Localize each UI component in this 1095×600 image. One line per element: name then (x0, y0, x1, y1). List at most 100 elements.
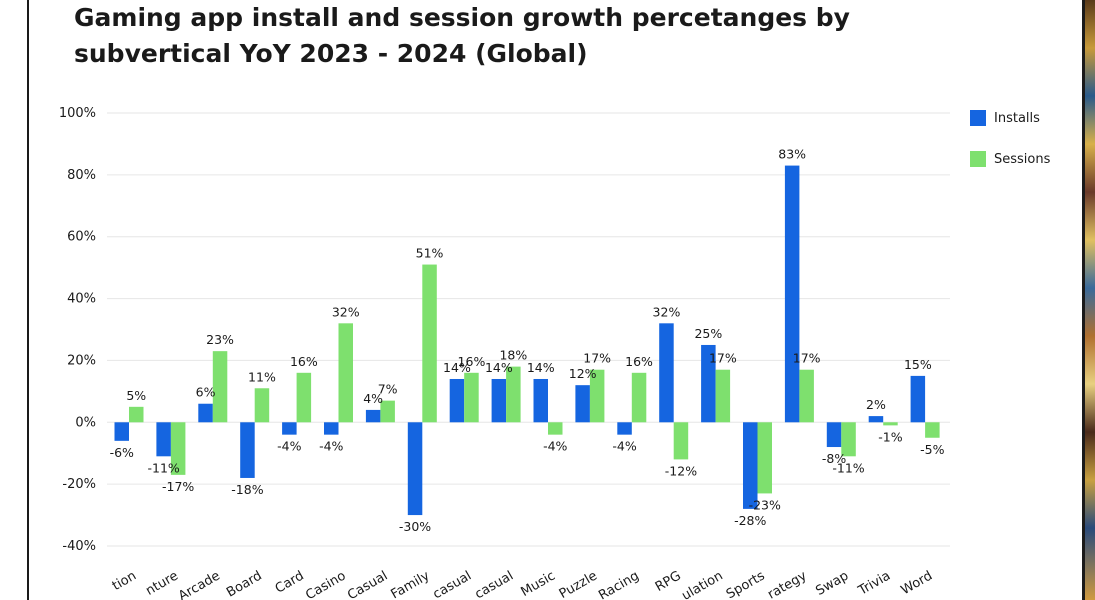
legend-item-installs[interactable]: Installs (970, 108, 1050, 128)
bar-installs-word (910, 375, 926, 423)
bar-installs-trivia (868, 416, 884, 423)
legend-swatch-installs (970, 110, 986, 126)
x-tick-label-racing: Racing (596, 568, 642, 600)
data-label-installs-hypercasual: 14% (485, 360, 513, 375)
bar-sessions-hybridcasual (464, 372, 479, 423)
data-label-installs-board: -18% (231, 482, 263, 497)
bar-installs-casual (365, 409, 381, 423)
data-label-sessions-rpg: -12% (665, 463, 697, 478)
x-tick-label-hybridcasual: casual (431, 568, 475, 600)
data-label-installs-casual: 4% (363, 391, 383, 406)
x-tick-label-family: Family (389, 568, 433, 600)
bar-sessions-hypercasual (506, 366, 521, 423)
y-tick-label: 60% (67, 230, 96, 245)
data-label-installs-casino: -4% (319, 439, 343, 454)
data-label-installs-strategy: 83% (778, 147, 806, 162)
data-label-sessions-hybridcasual: 16% (458, 354, 486, 369)
bar-sessions-adventure (170, 422, 186, 475)
data-label-installs-swap: -8% (822, 451, 846, 466)
data-label-installs-card: -4% (277, 439, 301, 454)
x-tick-label-card: Card (273, 568, 307, 596)
data-label-sessions-casual: 7% (378, 382, 398, 397)
bar-sessions-music (548, 422, 563, 435)
bar-sessions-board (254, 388, 270, 423)
x-tick-label-word: Word (899, 568, 935, 598)
bar-sessions-swap (841, 422, 856, 457)
data-label-installs-simulation: 25% (694, 326, 722, 341)
y-tick-label: 100% (59, 106, 96, 121)
y-tick-label: 20% (67, 353, 96, 368)
bar-installs-swap (826, 422, 842, 448)
legend-label-sessions: Sessions (994, 151, 1051, 167)
data-label-sessions-word: -5% (920, 442, 944, 457)
data-label-installs-action: -6% (110, 445, 134, 460)
data-label-installs-trivia: 2% (866, 397, 886, 412)
bar-sessions-puzzle (589, 369, 605, 423)
x-tick-label-swap: Swap (813, 568, 851, 599)
y-tick-label: 80% (67, 168, 96, 183)
x-tick-label-casino: Casino (303, 568, 348, 600)
data-labels: -6% 5% -11% -17% 6% 23% -18% 11% -4% 16% -4% 32% 4%7… (110, 147, 945, 534)
legend: Installs Sessions (970, 108, 1050, 190)
bar-installs-hypercasual (491, 378, 507, 423)
bar-sessions-action (129, 406, 144, 423)
data-label-sessions-sports: -23% (749, 497, 781, 512)
x-tick-label-strategy: rategy (765, 568, 809, 600)
data-label-installs-hybridcasual: 14% (443, 360, 471, 375)
bar-installs-puzzle (575, 385, 590, 423)
bar-sessions-casual (380, 400, 395, 423)
x-tick-label-music: Music (518, 568, 558, 599)
bar-installs-strategy (784, 165, 800, 423)
x-tick-label-simulation: ulation (679, 568, 725, 600)
bar-sessions-family (422, 264, 437, 423)
data-label-sessions-casino: 32% (332, 304, 360, 319)
bar-installs-casino (324, 422, 339, 435)
legend-item-sessions[interactable]: Sessions (970, 149, 1050, 169)
data-label-sessions-racing: 16% (625, 354, 653, 369)
x-tick-label-adventure: nture (143, 568, 180, 598)
x-tick-label-hypercasual: casual (472, 568, 516, 600)
gridlines (107, 112, 950, 547)
data-label-installs-rpg: 32% (653, 304, 681, 319)
x-tick-label-puzzle: Puzzle (557, 568, 600, 600)
x-tick-label-arcade: Arcade (176, 568, 223, 600)
data-label-installs-racing: -4% (612, 439, 636, 454)
y-tick-label: 0% (75, 415, 96, 430)
y-tick-label: -40% (62, 539, 96, 554)
legend-swatch-sessions (970, 151, 986, 167)
chart-title: Gaming app install and session growth pe… (74, 0, 974, 72)
bar-sessions-arcade (212, 351, 228, 423)
data-label-sessions-arcade: 23% (206, 332, 234, 347)
bar-sessions-rpg (673, 422, 689, 460)
data-label-sessions-action: 5% (126, 388, 146, 403)
data-label-sessions-puzzle: 17% (583, 351, 611, 366)
data-label-sessions-swap: -11% (832, 460, 864, 475)
background-image-strip (1085, 0, 1095, 600)
bar-sessions-strategy (799, 369, 814, 423)
right-border (1082, 0, 1085, 600)
bar-sessions-card (296, 372, 312, 423)
data-label-installs-sports: -28% (734, 513, 766, 528)
chart-title-line-2: subvertical YoY 2023 - 2024 (Global) (74, 39, 588, 68)
y-axis-tick-labels: 100% 80% 60% 40% 20% 0% -20% -40% (59, 106, 96, 554)
bar-installs-card (282, 422, 297, 435)
x-tick-label-casual: Casual (345, 568, 390, 600)
bar-sessions-casino (338, 323, 353, 423)
x-tick-label-trivia: Trivia (855, 568, 893, 599)
bar-installs-arcade (198, 403, 213, 423)
data-label-sessions-strategy: 17% (793, 351, 821, 366)
bar-sessions-sports (757, 422, 772, 494)
bar-installs-board (240, 422, 255, 478)
bar-installs-sports (743, 422, 758, 509)
x-tick-label-sports: Sports (724, 568, 768, 600)
data-label-installs-arcade: 6% (196, 385, 216, 400)
bar-installs-simulation (701, 344, 716, 423)
bar-sessions-racing (631, 372, 647, 423)
bar-installs-adventure (156, 422, 171, 457)
slide-left-edge-line (27, 0, 29, 600)
data-label-sessions-simulation: 17% (709, 351, 737, 366)
chart-title-line-1: Gaming app install and session growth pe… (74, 3, 850, 32)
